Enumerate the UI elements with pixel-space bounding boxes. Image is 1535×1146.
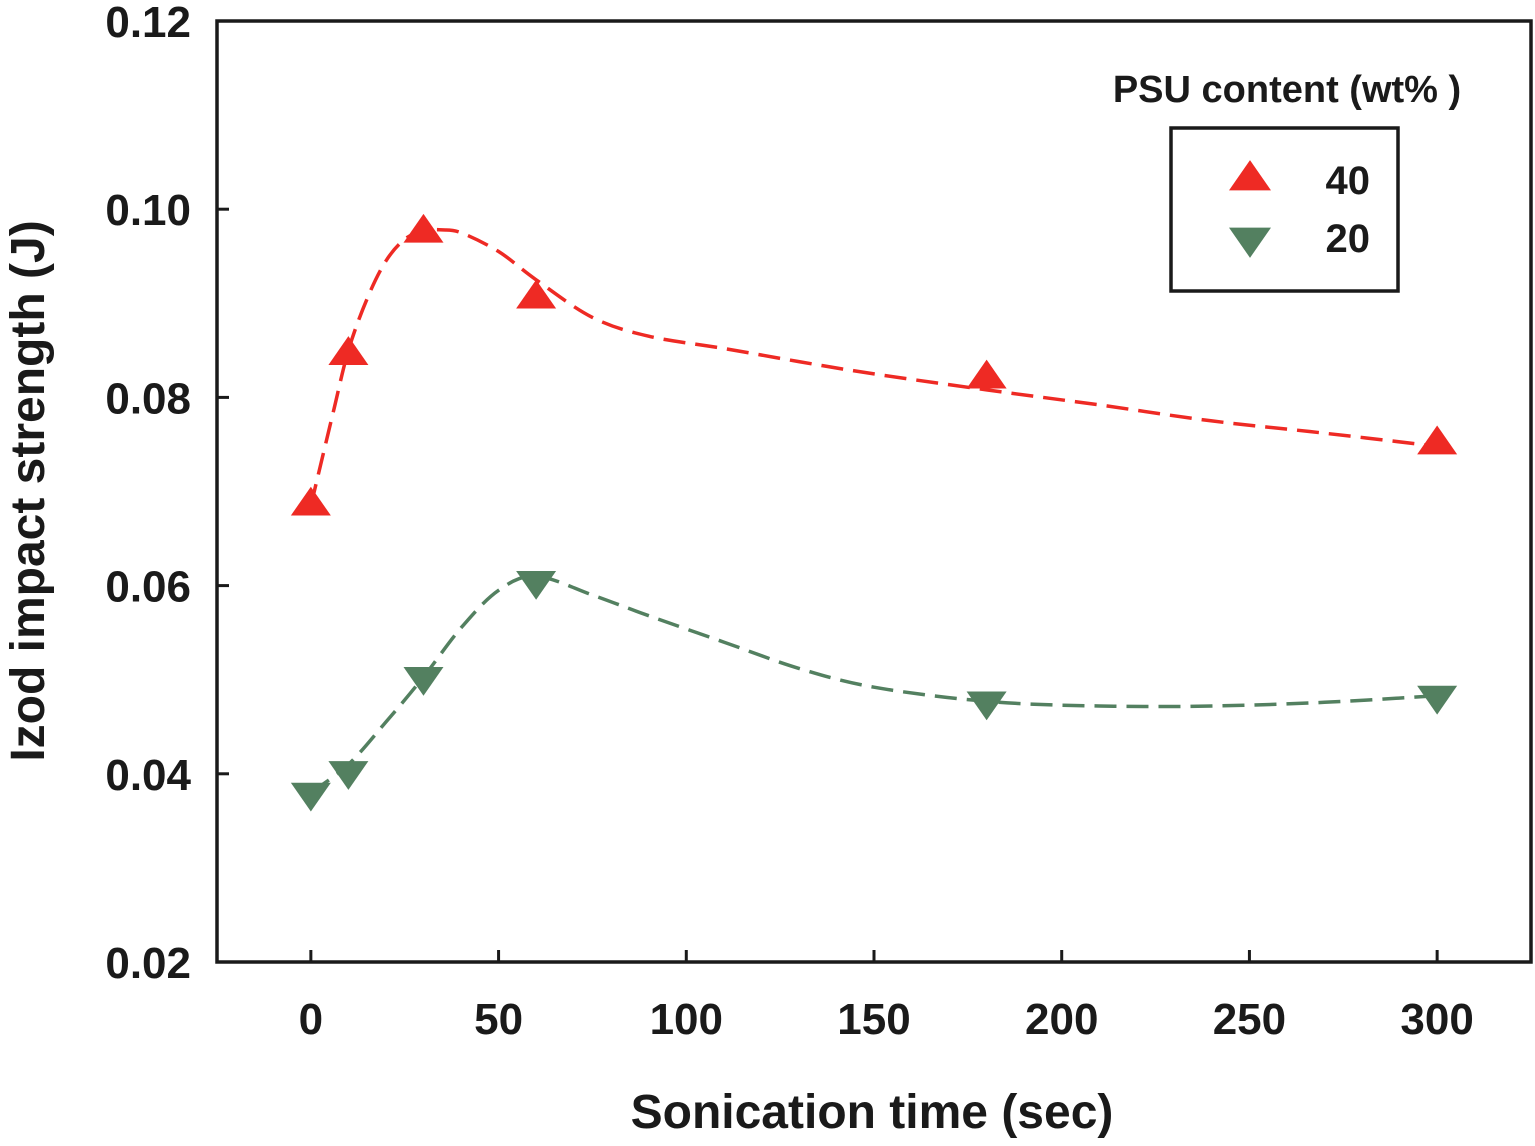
data-point-series-40	[403, 213, 444, 243]
x-tick-label: 300	[1400, 995, 1473, 1044]
data-point-series-40	[328, 336, 369, 365]
y-tick-label: 0.02	[105, 939, 191, 988]
trend-line-series-20	[309, 574, 1438, 795]
x-tick-label: 250	[1213, 995, 1286, 1044]
x-tick-label: 150	[837, 995, 910, 1044]
legend-marker-40	[1229, 160, 1271, 191]
x-tick-label: 200	[1025, 995, 1098, 1044]
data-markers	[290, 213, 1458, 812]
legend-marker-20	[1229, 227, 1271, 258]
data-point-series-40	[290, 486, 331, 516]
y-tick-label: 0.08	[105, 374, 191, 423]
x-axis-title: Sonication time (sec)	[631, 1086, 1114, 1139]
x-tick-label: 100	[650, 995, 723, 1044]
data-point-series-20	[403, 666, 444, 696]
data-point-series-40	[1417, 425, 1458, 455]
x-tick-label: 50	[474, 995, 523, 1044]
legend-label-20: 20	[1326, 217, 1371, 261]
y-tick-label: 0.10	[105, 186, 191, 235]
data-point-series-20	[966, 691, 1007, 721]
x-tick-label: 0	[299, 995, 323, 1044]
y-tick-label: 0.06	[105, 563, 191, 612]
legend-label-40: 40	[1326, 159, 1371, 203]
legend-title: PSU content (wt% )	[1113, 69, 1461, 111]
data-point-series-40	[516, 279, 557, 309]
y-axis: 0.02 0.04 0.06 0.08 0.10 0.12	[105, 0, 229, 988]
trend-lines	[309, 227, 1438, 795]
data-point-series-20	[516, 570, 557, 600]
data-point-series-20	[290, 782, 331, 812]
trend-line-series-40	[309, 227, 1438, 506]
y-tick-label: 0.04	[105, 751, 191, 800]
data-point-series-40	[966, 359, 1007, 389]
data-point-series-20	[328, 761, 369, 790]
y-axis-title: Izod impact strength (J)	[2, 220, 55, 761]
y-tick-label: 0.12	[105, 0, 191, 47]
legend-box	[1169, 126, 1400, 293]
data-point-series-20	[1417, 685, 1458, 715]
x-axis: 0 50 100 150 200 250 300	[299, 950, 1474, 1044]
